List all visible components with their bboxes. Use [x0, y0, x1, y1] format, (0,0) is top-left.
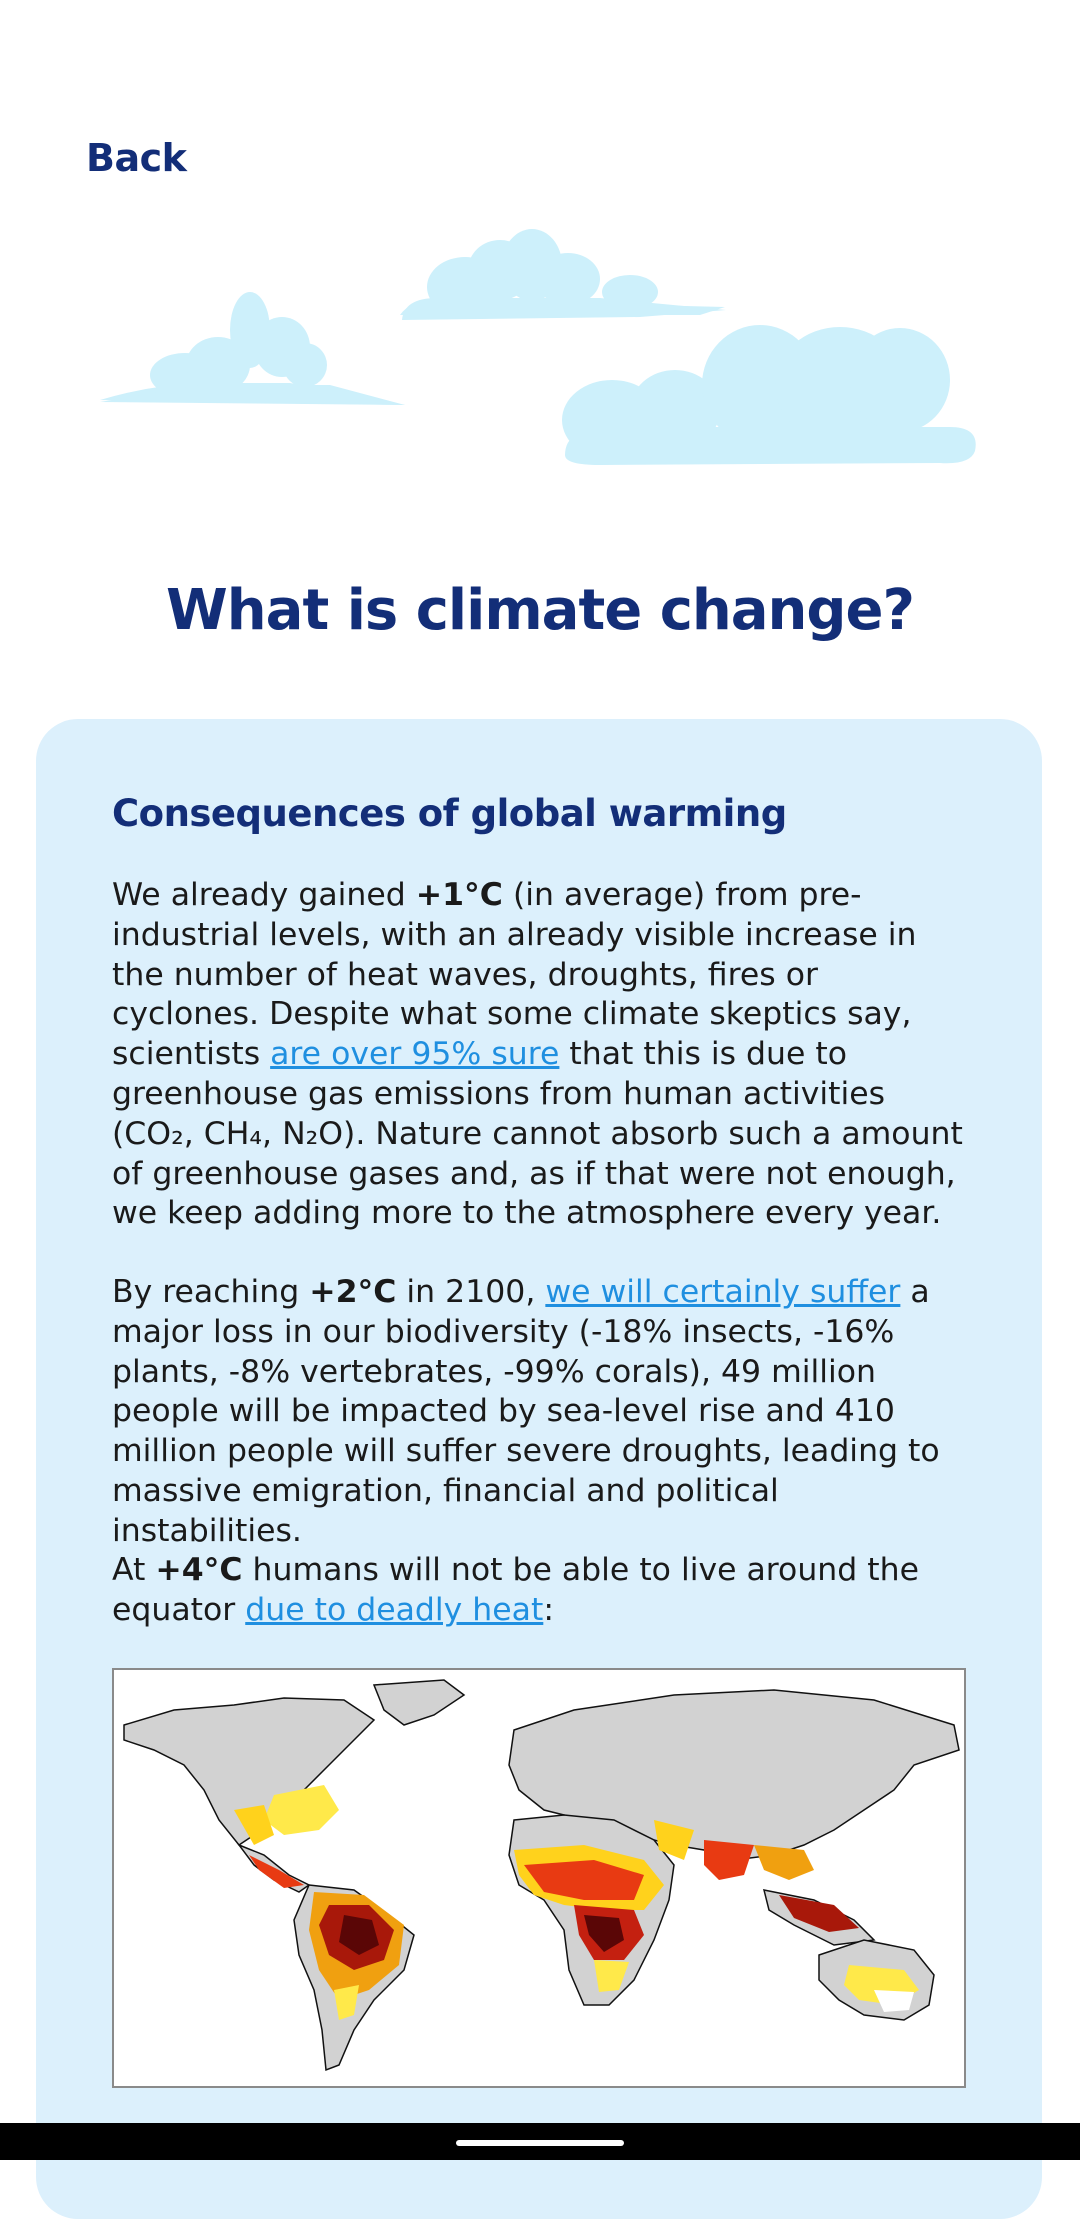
page-title: What is climate change?: [166, 578, 915, 643]
temperature-2c: +2°C: [309, 1274, 397, 1310]
paragraph-3: At +4°C humans will not be able to live …: [112, 1552, 919, 1628]
heat-zones: [234, 1785, 919, 2020]
cloud-icon: [400, 229, 726, 320]
heat-map-image: [112, 1668, 966, 2088]
paragraph-2: By reaching +2°C in 2100, we will certai…: [112, 1274, 940, 1549]
clouds-illustration: [100, 229, 976, 465]
temperature-1c: +1°C: [415, 877, 503, 913]
temperature-4c: +4°C: [155, 1552, 243, 1588]
link-certainly-suffer[interactable]: we will certainly suffer: [545, 1274, 901, 1310]
section-heading: Consequences of global warming: [112, 792, 787, 835]
cloud-icon: [562, 325, 976, 465]
home-gesture-handle[interactable]: [456, 2140, 624, 2146]
back-button[interactable]: Back: [86, 136, 187, 180]
cloud-icon: [100, 292, 405, 405]
world-heat-map: [123, 1679, 960, 2072]
paragraph-1: We already gained +1°C (in average) from…: [112, 877, 963, 1232]
link-over-95-sure[interactable]: are over 95% sure: [270, 1036, 560, 1073]
link-deadly-heat[interactable]: due to deadly heat: [245, 1591, 544, 1628]
